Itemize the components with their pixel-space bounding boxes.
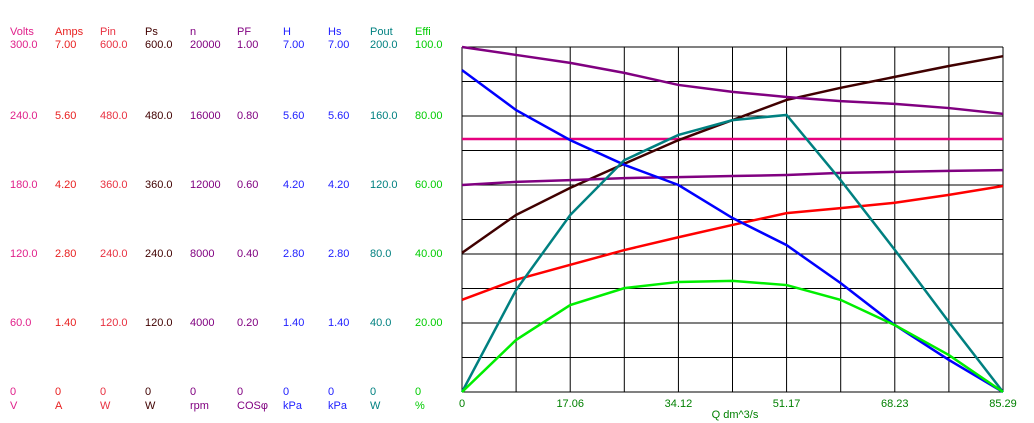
- axis-unit: %: [415, 400, 425, 412]
- y-tick-label: 120.0: [145, 317, 173, 329]
- y-tick-label: 360.0: [145, 179, 173, 191]
- y-tick-label: 12000: [190, 179, 221, 191]
- x-tick-label: 51.17: [773, 398, 801, 410]
- x-tick-label: 68.23: [881, 398, 909, 410]
- curve: [460, 113, 1004, 393]
- y-tick-label: 0: [145, 386, 151, 398]
- y-tick-label: 1.00: [237, 39, 258, 51]
- axis-name: Pin: [100, 26, 116, 38]
- y-tick-label: 480.0: [145, 110, 173, 122]
- y-tick-label: 0.20: [237, 317, 258, 329]
- y-tick-label: 0: [10, 386, 16, 398]
- axis-name: Ps: [145, 26, 158, 38]
- y-tick-label: 240.0: [100, 248, 128, 260]
- axis-unit: W: [100, 400, 111, 412]
- y-tick-label: 360.0: [100, 179, 128, 191]
- y-tick-label: 4.20: [55, 179, 76, 191]
- axis-unit: W: [370, 400, 381, 412]
- x-axis-label: Q dm^3/s: [712, 409, 759, 421]
- y-tick-label: 0: [190, 386, 196, 398]
- y-tick-label: 2.80: [55, 248, 76, 260]
- curve: [461, 184, 1004, 302]
- x-tick-label: 34.12: [665, 398, 693, 410]
- y-tick-label: 600.0: [100, 39, 128, 51]
- axis-name: PF: [237, 26, 251, 38]
- y-tick-label: 0.80: [237, 110, 258, 122]
- axis-unit: kPa: [283, 400, 303, 412]
- y-tick-label: 120.0: [370, 179, 398, 191]
- curve: [461, 279, 1004, 394]
- y-tick-label: 5.60: [55, 110, 76, 122]
- axis-name: H: [283, 26, 291, 38]
- y-tick-label: 40.00: [415, 248, 443, 260]
- y-tick-label: 4.20: [328, 179, 349, 191]
- axis-name: Volts: [10, 26, 34, 38]
- axis-unit: kPa: [328, 400, 348, 412]
- y-tick-label: 60.00: [415, 179, 443, 191]
- y-tick-label: 5.60: [283, 110, 304, 122]
- y-tick-label: 120.0: [100, 317, 128, 329]
- y-tick-label: 0: [370, 386, 376, 398]
- axis-name: Pout: [370, 26, 393, 38]
- y-tick-label: 80.00: [415, 110, 443, 122]
- y-tick-label: 7.00: [55, 39, 76, 51]
- axis-name: Amps: [55, 26, 84, 38]
- y-tick-label: 4.20: [283, 179, 304, 191]
- y-tick-label: 600.0: [145, 39, 173, 51]
- y-tick-label: 0: [328, 386, 334, 398]
- axis-name: Hs: [328, 26, 342, 38]
- x-tick-label: 17.06: [556, 398, 584, 410]
- y-tick-label: 16000: [190, 110, 221, 122]
- axis-name: n: [190, 26, 196, 38]
- axis-unit: W: [145, 400, 156, 412]
- axis-name: Effi: [415, 26, 431, 38]
- curve: [461, 45, 1004, 116]
- y-tick-label: 480.0: [100, 110, 128, 122]
- y-tick-label: 0: [283, 386, 289, 398]
- y-tick-label: 60.0: [10, 317, 31, 329]
- y-tick-label: 300.0: [10, 39, 38, 51]
- y-tick-label: 100.0: [415, 39, 443, 51]
- y-tick-label: 20.00: [415, 317, 443, 329]
- y-tick-label: 180.0: [10, 179, 38, 191]
- axis-unit: V: [10, 400, 18, 412]
- y-tick-label: 240.0: [145, 248, 173, 260]
- y-tick-label: 0.60: [237, 179, 258, 191]
- y-tick-label: 0.40: [237, 248, 258, 260]
- y-tick-label: 4000: [190, 317, 214, 329]
- y-tick-label: 0: [415, 386, 421, 398]
- y-tick-label: 0: [55, 386, 61, 398]
- y-tick-label: 2.80: [283, 248, 304, 260]
- y-tick-label: 1.40: [283, 317, 304, 329]
- x-tick-label: 0: [459, 398, 465, 410]
- y-tick-label: 120.0: [10, 248, 38, 260]
- curve: [461, 168, 1004, 187]
- y-tick-label: 80.0: [370, 248, 391, 260]
- axis-unit: rpm: [190, 400, 209, 412]
- y-tick-label: 0: [237, 386, 243, 398]
- axis-unit: A: [55, 400, 63, 412]
- y-tick-label: 2.80: [328, 248, 349, 260]
- y-tick-label: 200.0: [370, 39, 398, 51]
- y-tick-label: 7.00: [283, 39, 304, 51]
- y-tick-label: 0: [100, 386, 106, 398]
- y-tick-label: 160.0: [370, 110, 398, 122]
- curve: [461, 69, 1004, 394]
- y-tick-label: 1.40: [328, 317, 349, 329]
- y-tick-label: 40.0: [370, 317, 391, 329]
- y-tick-label: 7.00: [328, 39, 349, 51]
- axis-unit: COSφ: [237, 400, 268, 412]
- y-tick-label: 20000: [190, 39, 221, 51]
- y-tick-label: 240.0: [10, 110, 38, 122]
- y-tick-label: 5.60: [328, 110, 349, 122]
- y-tick-label: 1.40: [55, 317, 76, 329]
- x-tick-label: 85.29: [989, 398, 1017, 410]
- y-tick-label: 8000: [190, 248, 214, 260]
